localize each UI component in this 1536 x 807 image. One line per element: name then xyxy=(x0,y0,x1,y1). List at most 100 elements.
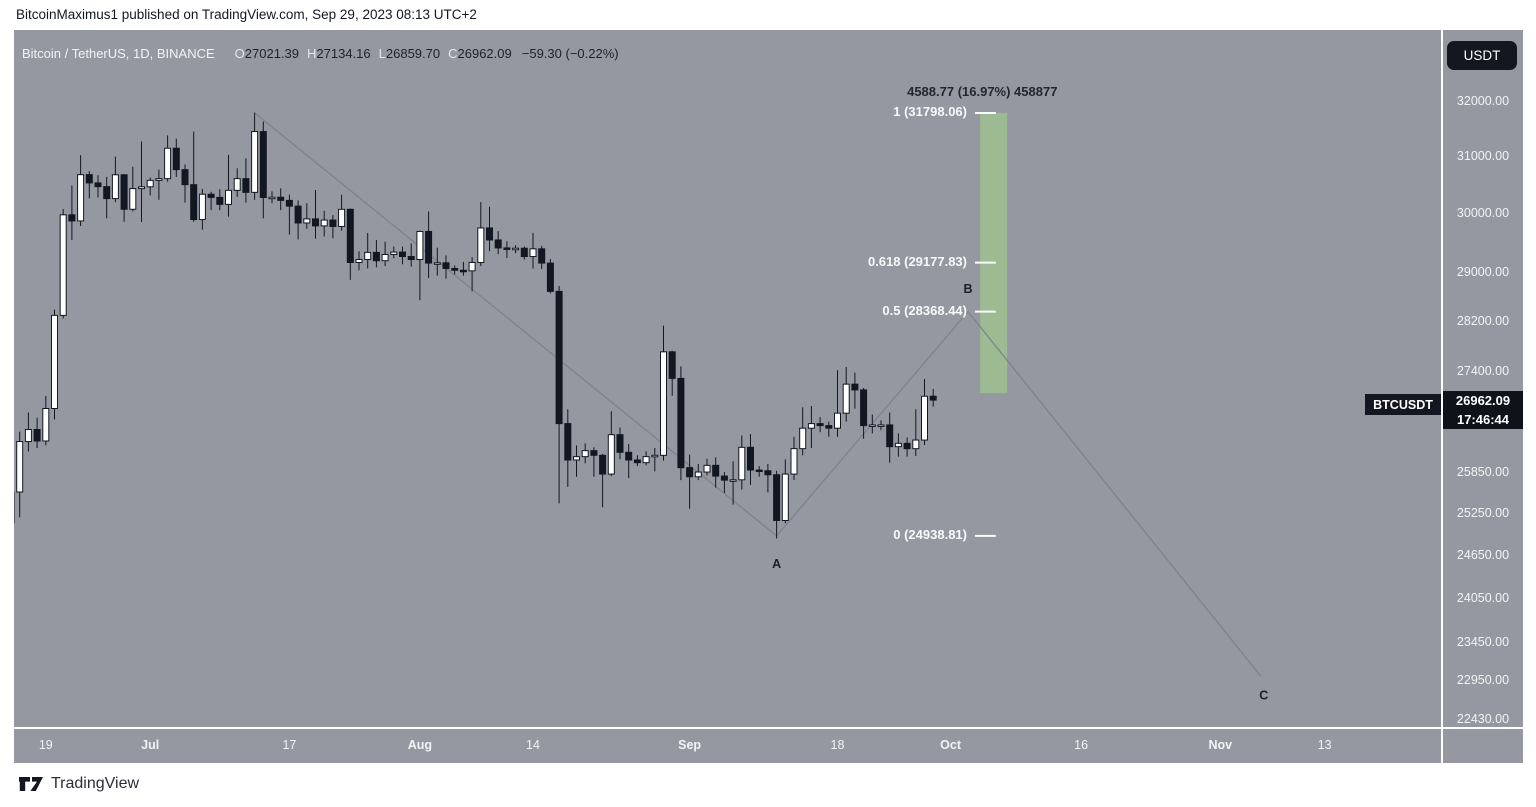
candle xyxy=(555,285,563,504)
candle xyxy=(573,445,580,477)
candle xyxy=(468,257,476,292)
candle xyxy=(190,131,198,222)
tradingview-brand-text: TradingView xyxy=(51,775,140,792)
candle xyxy=(146,177,154,196)
candle xyxy=(425,211,433,279)
candle xyxy=(607,411,615,477)
high-value: 27134.16 xyxy=(316,46,371,61)
fib-extension-annotation: 4588.77 (16.97%) 458877 xyxy=(907,83,1058,99)
wave-letter-c: C xyxy=(1259,688,1268,702)
candle xyxy=(164,135,172,182)
candle xyxy=(225,154,232,217)
candle xyxy=(346,208,354,280)
price-axis-tick: 24650.00 xyxy=(1456,548,1510,563)
candle xyxy=(764,463,772,493)
quote-currency-toggle[interactable]: USDT xyxy=(1447,41,1517,70)
fib-level-label: 0 (24938.81) xyxy=(893,526,967,542)
candle xyxy=(677,366,685,481)
price-axis-tick: 30000.00 xyxy=(1456,206,1510,221)
last-price-badge: 26962.09 17:46:44 xyxy=(1443,391,1523,429)
candle xyxy=(538,245,546,270)
time-axis-tick: 16 xyxy=(1074,738,1089,752)
candle xyxy=(807,406,815,448)
price-axis-tick: 25850.00 xyxy=(1456,465,1510,480)
candle xyxy=(268,191,276,204)
plot-layer: A B C xyxy=(14,111,1268,702)
candle xyxy=(642,451,650,466)
candle xyxy=(59,209,67,319)
fib-level-label: 0.618 (29177.83) xyxy=(867,253,967,269)
candle xyxy=(851,372,859,409)
symbol-title: Bitcoin / TetherUS, 1D, BINANCE xyxy=(22,46,215,61)
candle xyxy=(320,210,328,237)
abc-trendline[interactable] xyxy=(254,112,1262,678)
candle xyxy=(912,409,920,456)
time-axis-tick: Sep xyxy=(678,738,702,752)
price-axis-tick: 24050.00 xyxy=(1456,591,1510,605)
candle xyxy=(886,412,894,463)
candle xyxy=(285,194,293,235)
candle xyxy=(712,457,720,488)
candle xyxy=(720,472,728,494)
open-value: 27021.39 xyxy=(244,46,300,61)
low-value: 26859.70 xyxy=(385,46,441,61)
candle xyxy=(477,202,485,267)
close-label: C xyxy=(448,46,458,61)
tradingview-footer: TradingView xyxy=(18,775,139,793)
candle xyxy=(921,379,928,446)
time-axis-tick: 14 xyxy=(526,738,540,752)
change-value: −59.30 (−0.22%) xyxy=(521,46,619,61)
time-axis-tick: Aug xyxy=(407,738,433,752)
candle xyxy=(894,433,902,457)
tradingview-logo-icon xyxy=(19,776,43,791)
candle xyxy=(816,417,824,433)
price-axis-tick: 23450.00 xyxy=(1456,634,1510,649)
price-axis-tick: 22950.00 xyxy=(1456,672,1510,687)
candle xyxy=(825,421,833,437)
candle xyxy=(590,447,598,477)
candle xyxy=(729,461,737,505)
time-axis-tick: Oct xyxy=(940,738,962,752)
candle xyxy=(233,168,241,197)
candle xyxy=(338,194,346,231)
symbol-tag-label: BTCUSDT xyxy=(1373,397,1433,412)
time-axis-tick: Nov xyxy=(1208,738,1233,752)
candle xyxy=(294,200,302,240)
price-axis-tick: 29000.00 xyxy=(1456,265,1510,280)
candle xyxy=(399,246,406,265)
symbol-price-tag: BTCUSDT xyxy=(1365,394,1441,415)
candle xyxy=(616,427,624,460)
candle xyxy=(381,241,389,267)
fib-level-label: 0.5 (28368.44) xyxy=(882,302,967,318)
candle xyxy=(216,189,224,211)
time-axis-tick: 17 xyxy=(282,738,297,752)
candle xyxy=(451,265,459,275)
close-value: 26962.09 xyxy=(457,46,512,61)
candle xyxy=(207,191,215,211)
candle xyxy=(633,455,641,467)
candle xyxy=(312,190,319,239)
candle xyxy=(860,387,868,439)
candle xyxy=(129,166,137,212)
candle xyxy=(433,247,441,276)
candle xyxy=(181,164,189,203)
candle xyxy=(14,491,15,524)
candle xyxy=(842,366,850,422)
candle xyxy=(42,395,50,446)
candle xyxy=(929,389,937,407)
candle xyxy=(68,185,76,241)
candle xyxy=(599,453,607,508)
candle xyxy=(251,112,259,200)
candlestick-series xyxy=(14,112,937,539)
candle xyxy=(581,443,589,464)
candle xyxy=(625,444,633,479)
candle xyxy=(799,407,807,456)
high-label: H xyxy=(307,46,317,61)
price-axis-tick: 22430.00 xyxy=(1456,712,1510,727)
candle xyxy=(773,470,781,539)
candle xyxy=(529,232,537,269)
candle xyxy=(512,245,520,254)
candle xyxy=(329,215,337,239)
